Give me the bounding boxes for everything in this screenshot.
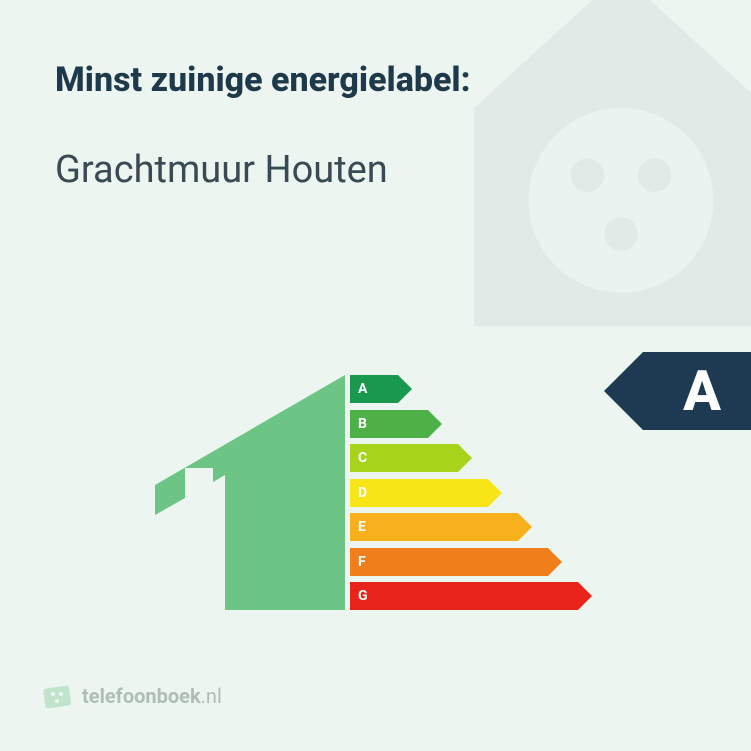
bar-letter: G bbox=[358, 588, 368, 604]
brand-icon bbox=[42, 681, 72, 711]
footer-brand: telefoonboek.nl bbox=[42, 681, 222, 711]
brand-tld: .nl bbox=[201, 684, 222, 708]
bar-shape bbox=[350, 513, 518, 541]
result-badge: A bbox=[643, 352, 751, 430]
energy-bar-g: G bbox=[350, 582, 578, 610]
energy-bars: A B C D E F G bbox=[350, 375, 578, 610]
result-letter: A bbox=[683, 363, 721, 419]
energy-bar-c: C bbox=[350, 444, 578, 472]
energy-bar-f: F bbox=[350, 548, 578, 576]
bar-letter: F bbox=[358, 554, 366, 570]
bar-letter: C bbox=[358, 450, 367, 466]
bar-letter: B bbox=[358, 416, 367, 432]
energy-bar-b: B bbox=[350, 410, 578, 438]
energy-bar-d: D bbox=[350, 479, 578, 507]
brand-text: telefoonboek.nl bbox=[82, 684, 222, 708]
energy-bar-a: A bbox=[350, 375, 578, 403]
bar-shape bbox=[350, 548, 548, 576]
energy-bar-e: E bbox=[350, 513, 578, 541]
bar-shape bbox=[350, 582, 578, 610]
brand-name: telefoonboek bbox=[82, 684, 201, 708]
bar-letter: D bbox=[358, 485, 367, 501]
bar-shape bbox=[350, 479, 488, 507]
page-title: Minst zuinige energielabel: bbox=[55, 60, 696, 100]
bar-letter: A bbox=[358, 381, 367, 397]
location-name: Grachtmuur Houten bbox=[55, 148, 696, 192]
bar-letter: E bbox=[358, 519, 366, 535]
house-icon bbox=[155, 375, 345, 610]
